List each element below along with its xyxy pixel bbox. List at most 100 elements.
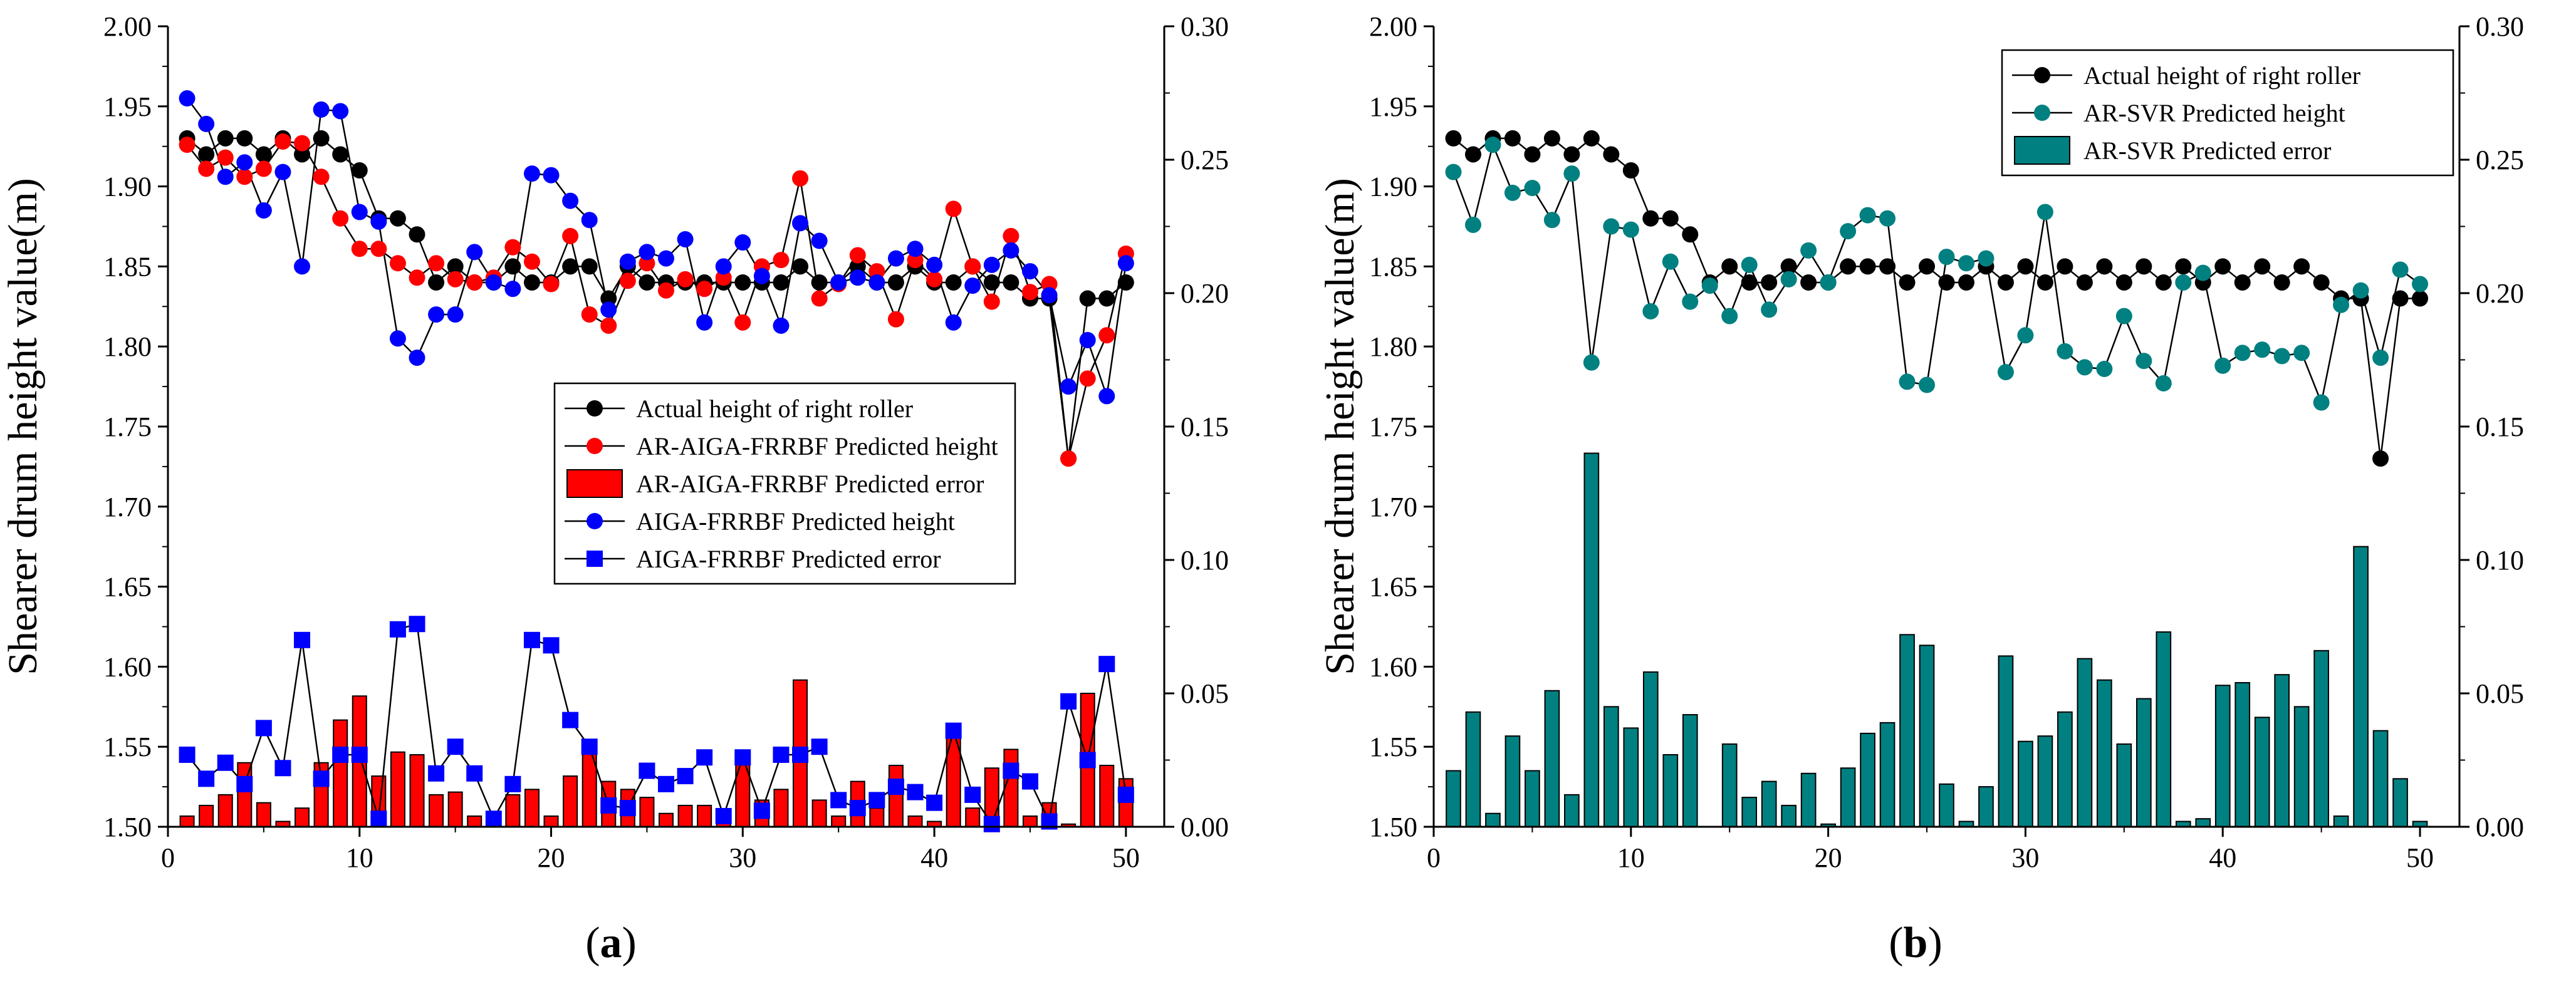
point-0-4-31: [773, 746, 790, 763]
bar-0-2-4: [256, 802, 271, 828]
bar-1-2-30: [2037, 735, 2053, 828]
point-1-0-49: [2412, 290, 2429, 307]
point-0-1-31: [773, 252, 790, 269]
legend-label: AR-SVR Predicted height: [2083, 99, 2345, 127]
bar-1-2-4: [1525, 770, 1540, 828]
bar-0-2-27: [697, 804, 712, 828]
bar-1-2-44: [2313, 650, 2329, 827]
y-tick-label: 1.65: [103, 572, 152, 603]
bar-0-2-34: [831, 815, 847, 827]
point-0-1-29: [734, 314, 751, 331]
bar-1-2-28: [1998, 655, 2014, 827]
point-0-3-17: [504, 281, 521, 298]
legend-swatch: [566, 469, 623, 498]
y2-tick-label: 0.05: [2476, 678, 2524, 709]
point-0-4-38: [907, 784, 924, 800]
point-1-0-32: [2076, 274, 2093, 291]
point-0-0-43: [1003, 274, 1019, 291]
bar-1-2-5: [1544, 690, 1560, 827]
point-0-3-27: [696, 314, 713, 331]
bar-1-2-3: [1504, 735, 1521, 828]
point-1-1-9: [1622, 221, 1639, 238]
point-0-4-12: [409, 616, 425, 633]
chart-panel-a: 1.50 1.55 1.60 1.65 1.70 1.75 1.80 1.85 1.90 1.95…: [0, 11, 1229, 967]
point-1-0-20: [1840, 258, 1857, 275]
point-0-3-36: [868, 274, 885, 291]
x-tick-label: 40: [920, 842, 948, 873]
bar-0-2-15: [467, 815, 482, 827]
point-0-4-22: [600, 797, 617, 814]
point-0-4-21: [581, 738, 598, 755]
bar-0-2-1: [199, 804, 214, 828]
legend-label: Actual height of right roller: [2083, 61, 2360, 90]
point-0-3-25: [658, 250, 674, 267]
x-tick-label: 0: [161, 842, 175, 873]
bar-1-2-16: [1761, 780, 1777, 827]
bar-1-2-41: [2254, 717, 2270, 827]
bar-1-2-21: [1860, 732, 1875, 828]
point-0-3-6: [294, 258, 311, 275]
point-1-0-7: [1583, 130, 1600, 147]
point-0-3-15: [466, 244, 483, 261]
point-1-1-12: [1682, 293, 1699, 310]
point-1-1-28: [1997, 364, 2014, 381]
legend-marker: [587, 438, 603, 454]
bar-1-2-42: [2274, 674, 2290, 828]
panel-label-a: a: [600, 919, 622, 967]
point-0-4-48: [1098, 656, 1115, 673]
point-0-4-4: [255, 720, 272, 737]
point-0-4-49: [1117, 786, 1134, 803]
y-tick-label: 1.90: [1369, 172, 1417, 202]
point-1-0-14: [1721, 258, 1738, 275]
y-tick-label: 1.75: [1369, 412, 1417, 442]
bar-1-2-39: [2214, 685, 2231, 827]
y-tick-label: 1.65: [1369, 572, 1417, 603]
bar-0-2-21: [581, 746, 597, 827]
point-0-1-37: [887, 311, 904, 328]
bar-0-2-24: [639, 797, 655, 828]
point-1-1-46: [2352, 282, 2369, 299]
point-0-4-33: [811, 738, 828, 755]
bar-1-2-7: [1583, 452, 1600, 827]
point-0-1-13: [428, 255, 445, 272]
bar-0-2-26: [677, 804, 693, 828]
point-0-4-43: [1003, 762, 1019, 779]
x-tick-label: 30: [729, 842, 756, 873]
point-0-3-42: [983, 256, 1000, 273]
point-1-0-37: [2175, 258, 2192, 275]
bar-1-2-25: [1939, 783, 1954, 827]
point-1-0-24: [1919, 258, 1936, 275]
point-0-1-5: [274, 133, 291, 150]
point-1-1-29: [2017, 327, 2034, 344]
point-0-3-26: [677, 230, 694, 247]
point-0-3-18: [523, 165, 540, 182]
point-1-0-35: [2135, 258, 2152, 275]
point-0-1-27: [696, 281, 713, 298]
point-1-0-11: [1662, 210, 1679, 227]
point-1-0-25: [1938, 274, 1955, 291]
bar-1-2-48: [2392, 778, 2408, 827]
point-1-1-30: [2036, 204, 2053, 220]
point-1-1-33: [2096, 360, 2113, 377]
bar-1-2-31: [2057, 711, 2073, 827]
point-0-1-26: [677, 271, 694, 287]
point-1-0-23: [1899, 274, 1916, 291]
point-0-4-27: [696, 749, 713, 766]
panel-caption-a: (a): [585, 919, 637, 967]
point-0-3-49: [1117, 255, 1134, 272]
point-0-4-8: [332, 746, 349, 763]
point-1-0-34: [2115, 274, 2132, 291]
point-0-3-7: [313, 101, 330, 118]
bar-1-2-29: [2018, 740, 2033, 828]
y2-tick-label: 0.25: [2476, 145, 2524, 175]
bar-1-2-0: [1446, 770, 1461, 828]
point-0-3-38: [907, 241, 924, 257]
y-axis-label-a: Shearer drum height value(m): [0, 178, 46, 675]
bar-1-2-22: [1879, 722, 1895, 827]
bar-0-2-44: [1022, 815, 1038, 827]
point-0-4-25: [658, 775, 674, 792]
point-0-0-12: [409, 226, 425, 243]
point-0-1-2: [217, 149, 234, 166]
point-0-1-48: [1098, 327, 1115, 344]
